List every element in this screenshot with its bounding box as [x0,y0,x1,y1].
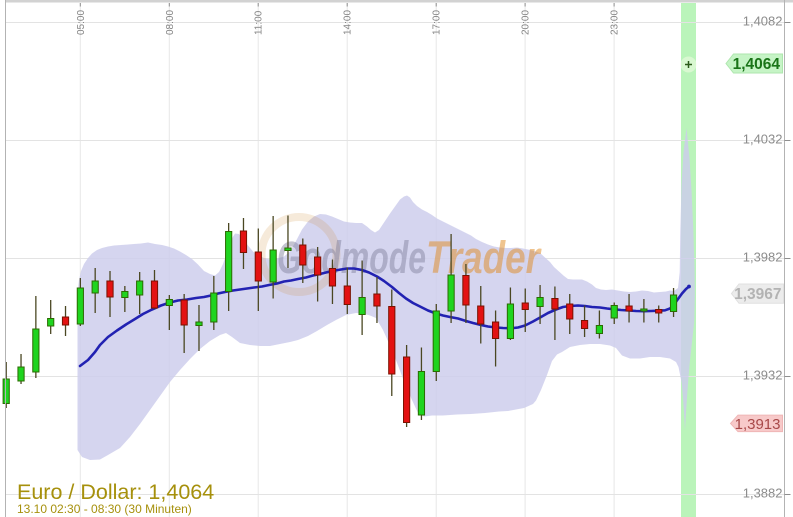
svg-text:17:00: 17:00 [432,10,443,35]
svg-text:Trader: Trader [426,232,542,283]
svg-text:08:00: 08:00 [165,10,176,35]
svg-text:1,3932: 1,3932 [743,368,783,383]
svg-text:1,3967: 1,3967 [734,286,781,303]
svg-text:1,4064: 1,4064 [733,56,781,73]
svg-text:1,4032: 1,4032 [743,132,783,147]
svg-text:1,3913: 1,3913 [735,416,781,433]
svg-text:14:00: 14:00 [343,10,354,35]
svg-text:23:00: 23:00 [610,10,621,35]
svg-text:1,3882: 1,3882 [743,486,783,501]
svg-text:13.10 02:30 - 08:30 (30 Minute: 13.10 02:30 - 08:30 (30 Minuten) [17,502,192,516]
svg-text:Euro / Dollar: 1,4064: Euro / Dollar: 1,4064 [17,480,214,504]
svg-text:11:00: 11:00 [254,10,265,35]
svg-text:1,3982: 1,3982 [743,250,783,265]
svg-text:1,4082: 1,4082 [743,14,783,29]
svg-text:20:00: 20:00 [521,10,532,35]
svg-text:05:00: 05:00 [76,10,87,35]
